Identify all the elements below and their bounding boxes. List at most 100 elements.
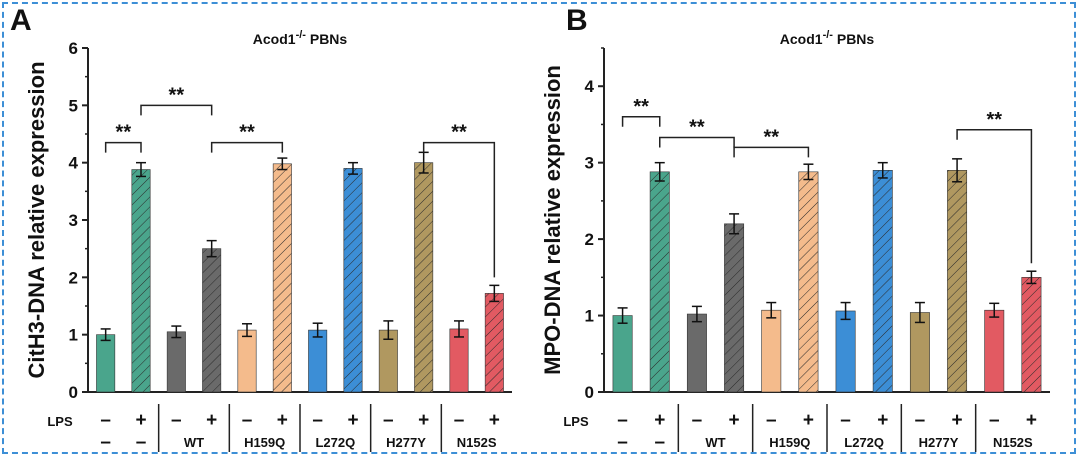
significance-bracket <box>956 129 1033 264</box>
lps-sign: + <box>803 410 814 431</box>
bar-7 <box>835 310 856 393</box>
group-label: – <box>100 432 111 453</box>
lps-sign: + <box>877 410 888 431</box>
bar-12 <box>484 293 504 393</box>
significance-bracket <box>659 136 735 148</box>
lps-sign: + <box>206 410 217 431</box>
bar-3 <box>686 313 707 393</box>
y-tick-label: 1 <box>585 307 594 326</box>
y-axis-label: MPO-DNA relative expression <box>540 65 565 375</box>
y-tick-label: 4 <box>585 77 595 96</box>
lps-sign: – <box>454 410 465 431</box>
y-tick-label: 5 <box>69 96 78 115</box>
lps-sign: + <box>1026 410 1037 431</box>
group-label: L272Q <box>844 435 884 450</box>
group-label: H159Q <box>244 435 285 450</box>
lps-sign: + <box>729 410 740 431</box>
lps-sign: – <box>989 410 1000 431</box>
chart-panel-B: B Acod1-/- PBNs MPO-DNA relative expressio… <box>540 4 1050 453</box>
y-tick-label: 2 <box>585 230 594 249</box>
group-label: H277Y <box>919 435 959 450</box>
bar-5 <box>761 309 782 393</box>
lps-sign: + <box>277 410 288 431</box>
lps-sign: – <box>242 410 253 431</box>
lps-sign: + <box>418 410 429 431</box>
group-label: N152S <box>457 435 497 450</box>
lps-sign: – <box>383 410 394 431</box>
group-label: WT <box>705 435 725 450</box>
lps-sign: – <box>617 410 628 431</box>
group-label: WT <box>184 435 204 450</box>
lps-sign: + <box>654 410 665 431</box>
significance-bracket <box>422 141 496 278</box>
lps-sign: – <box>766 410 777 431</box>
group-label: H159Q <box>769 435 810 450</box>
y-tick-label: 3 <box>69 211 78 230</box>
bar-2 <box>649 171 670 393</box>
significance-bracket <box>104 141 142 153</box>
bar-9 <box>909 312 930 393</box>
bar-1 <box>96 334 116 393</box>
bar-6 <box>272 163 292 393</box>
bar-5 <box>237 329 257 393</box>
bar-4 <box>202 248 222 393</box>
significance-label: ** <box>451 122 467 144</box>
y-tick-label: 3 <box>585 154 594 173</box>
y-tick-label: 4 <box>69 154 79 173</box>
bar-11 <box>449 328 469 393</box>
group-label: L272Q <box>315 435 355 450</box>
lps-sign: – <box>915 410 926 431</box>
bar-1 <box>612 315 633 393</box>
significance-bracket <box>733 146 810 158</box>
lps-sign: – <box>840 410 851 431</box>
significance-label: ** <box>986 109 1002 131</box>
y-tick-label: 6 <box>69 39 78 58</box>
chart-title: Acod1-/- PBNs <box>780 29 875 47</box>
bar-10 <box>947 170 968 393</box>
significance-label: ** <box>689 116 705 138</box>
y-axis-label: CitH3-DNA relative expression <box>24 61 49 378</box>
bar-4 <box>724 223 745 393</box>
bar-7 <box>308 329 328 393</box>
bar-12 <box>1021 277 1042 393</box>
group-label: H277Y <box>386 435 426 450</box>
significance-bracket <box>210 141 284 153</box>
y-tick-label: 0 <box>69 383 78 402</box>
group-label: – <box>654 432 665 453</box>
panel-letter: A <box>10 4 32 37</box>
lps-sign: – <box>312 410 323 431</box>
panel-letter: B <box>566 4 588 37</box>
lps-sign: – <box>692 410 703 431</box>
y-tick-label: 0 <box>585 383 594 402</box>
chart-panel-A: A Acod1-/- PBNs CitH3-DNA relative express… <box>10 4 512 453</box>
bar-2 <box>131 169 151 393</box>
chart-title: Acod1-/- PBNs <box>253 29 348 47</box>
lps-sign: – <box>100 410 111 431</box>
bar-8 <box>872 170 893 393</box>
group-label: N152S <box>993 435 1033 450</box>
bar-10 <box>414 162 434 393</box>
y-tick-label: 1 <box>69 326 78 345</box>
bar-3 <box>166 331 186 393</box>
lps-label: LPS <box>563 414 589 429</box>
bar-11 <box>984 309 1005 393</box>
lps-sign: + <box>135 410 146 431</box>
lps-sign: + <box>347 410 358 431</box>
bar-8 <box>343 168 363 393</box>
significance-bracket <box>140 104 213 116</box>
significance-label: ** <box>633 96 649 118</box>
significance-label: ** <box>239 122 255 144</box>
significance-label: ** <box>169 84 185 106</box>
significance-label: ** <box>763 126 779 148</box>
bar-6 <box>798 171 819 393</box>
group-label: – <box>136 432 147 453</box>
y-tick-label: 2 <box>69 268 78 287</box>
significance-bracket <box>621 116 661 127</box>
lps-label: LPS <box>47 414 73 429</box>
group-label: – <box>617 432 628 453</box>
lps-sign: + <box>952 410 963 431</box>
significance-label: ** <box>116 122 132 144</box>
lps-sign: – <box>171 410 182 431</box>
